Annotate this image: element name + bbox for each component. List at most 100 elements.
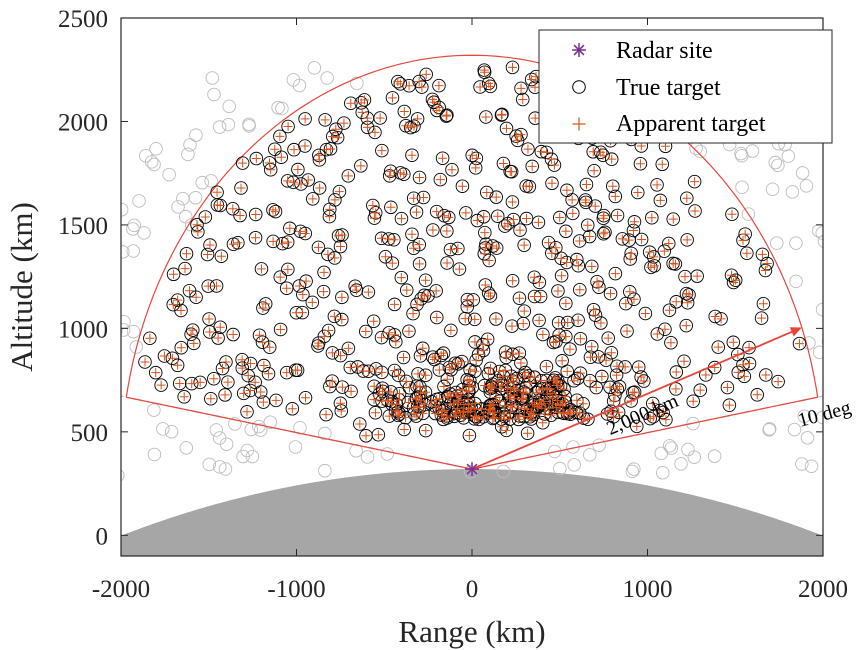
apparent-target-marker [362, 113, 372, 123]
apparent-target-marker [679, 356, 689, 366]
outside-coverage-target-marker [228, 417, 242, 431]
apparent-target-marker [384, 328, 394, 338]
apparent-target-marker [395, 389, 405, 399]
true-target-marker [545, 176, 559, 191]
true-target-marker [211, 331, 225, 345]
true-target-marker [191, 225, 205, 239]
apparent-target-marker [565, 407, 575, 417]
apparent-target-marker [212, 281, 222, 291]
true-target-marker [177, 390, 191, 404]
apparent-target-marker [456, 390, 466, 400]
apparent-target-marker [393, 410, 403, 420]
true-target-marker [394, 270, 409, 285]
true-target-marker [433, 172, 448, 187]
outside-coverage-target-marker [164, 424, 179, 439]
apparent-target-marker [368, 201, 378, 211]
apparent-target-marker [519, 387, 529, 397]
apparent-target-marker [189, 338, 199, 348]
true-target-marker [573, 282, 587, 297]
apparent-target-marker [271, 395, 281, 405]
true-target-marker [439, 109, 454, 123]
apparent-target-marker [615, 382, 625, 392]
outside-coverage-target-marker [263, 415, 278, 429]
apparent-target-marker [179, 392, 189, 402]
true-target-marker [334, 404, 349, 418]
true-target-marker [306, 192, 320, 206]
apparent-target-marker [228, 204, 238, 214]
true-target-marker [426, 223, 440, 237]
true-target-marker [539, 145, 554, 160]
outside-coverage-target-marker [162, 167, 176, 182]
apparent-target-marker [660, 324, 670, 334]
true-target-marker [646, 410, 661, 424]
apparent-target-marker [245, 385, 255, 395]
outside-coverage-target-marker [804, 459, 819, 473]
apparent-target-marker [437, 406, 447, 416]
apparent-target-marker [396, 214, 406, 224]
apparent-target-marker [760, 265, 770, 275]
true-target-marker [298, 112, 312, 126]
true-target-marker [469, 151, 484, 166]
true-target-marker [771, 374, 785, 389]
apparent-target-marker [377, 367, 387, 377]
apparent-target-marker [357, 107, 367, 117]
true-target-marker [154, 378, 168, 392]
true-target-marker [650, 178, 664, 192]
apparent-target-marker [444, 362, 454, 372]
apparent-target-marker [740, 229, 750, 239]
true-target-marker [294, 177, 308, 191]
outside-coverage-target-marker [627, 462, 641, 476]
true-target-marker [572, 234, 587, 248]
apparent-target-marker [443, 391, 453, 401]
outside-coverage-target-marker [288, 440, 303, 454]
apparent-target-marker [307, 297, 317, 307]
apparent-target-marker [430, 409, 440, 419]
apparent-target-marker [572, 255, 582, 265]
apparent-target-marker [446, 365, 456, 375]
apparent-target-marker [287, 404, 297, 414]
true-target-marker [367, 379, 381, 394]
apparent-target-marker [592, 277, 602, 287]
apparent-target-marker [593, 352, 603, 362]
apparent-target-marker [301, 276, 311, 286]
apparent-target-marker [591, 310, 600, 320]
true-target-marker [397, 422, 411, 437]
apparent-target-marker [472, 216, 482, 226]
true-target-marker [337, 116, 351, 130]
true-target-marker [728, 273, 743, 287]
true-target-marker [248, 230, 263, 245]
true-target-marker [536, 415, 550, 430]
apparent-target-marker [434, 365, 444, 375]
true-target-marker [258, 297, 273, 311]
true-target-marker [179, 246, 194, 261]
apparent-target-marker [485, 81, 495, 91]
apparent-target-marker [356, 161, 366, 171]
apparent-target-marker [670, 259, 680, 269]
apparent-target-marker [527, 407, 537, 417]
true-target-marker [483, 79, 498, 94]
apparent-target-marker [319, 287, 329, 297]
apparent-target-marker [589, 305, 599, 315]
true-target-marker [468, 161, 483, 175]
apparent-target-marker [542, 147, 552, 157]
apparent-target-marker [554, 330, 564, 340]
x-axis-ticks: -2000 -1000 0 1000 2000 [92, 18, 848, 603]
true-target-marker [226, 237, 241, 252]
apparent-target-marker [549, 160, 559, 170]
apparent-target-marker [536, 147, 546, 157]
apparent-target-marker [733, 367, 743, 377]
outside-coverage-target-marker [219, 437, 234, 451]
apparent-target-marker [538, 418, 548, 428]
true-target-marker [226, 202, 240, 216]
true-target-marker [207, 371, 221, 386]
outside-coverage-target-marker [183, 138, 197, 152]
true-target-marker [248, 207, 263, 222]
true-target-marker [416, 190, 431, 205]
true-target-marker [479, 237, 493, 251]
outside-coverage-target-marker [126, 244, 141, 258]
apparent-target-marker [519, 306, 529, 316]
apparent-target-marker [485, 363, 495, 373]
apparent-target-marker [713, 342, 723, 352]
apparent-target-marker [523, 144, 533, 154]
apparent-target-marker [468, 295, 478, 305]
